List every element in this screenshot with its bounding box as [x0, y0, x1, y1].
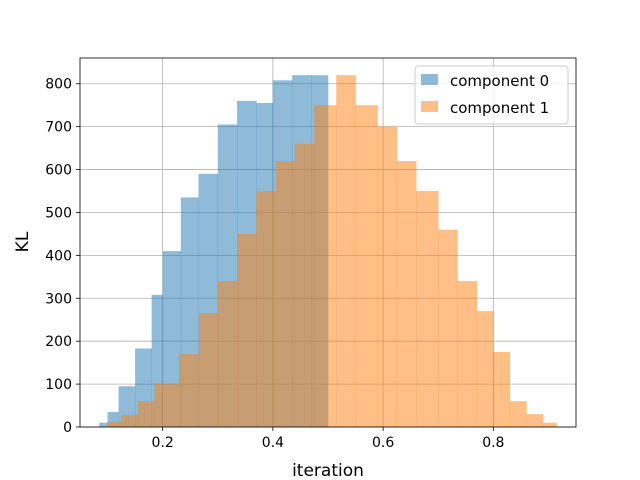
- histogram-bar: [526, 414, 544, 427]
- y-tick-label: 700: [45, 120, 72, 136]
- histogram-bar: [457, 281, 478, 427]
- histogram-bar: [294, 143, 315, 427]
- y-axis-label: KL: [13, 231, 33, 252]
- histogram-bar: [154, 384, 180, 427]
- histogram-bar: [179, 354, 200, 427]
- histogram-bar: [107, 411, 119, 427]
- histogram-bar: [237, 233, 257, 427]
- y-tick-label: 400: [45, 248, 72, 264]
- histogram-bar: [107, 421, 122, 427]
- histogram-bar: [199, 313, 219, 427]
- x-tick-label: 0.4: [262, 435, 284, 451]
- histogram-bar: [314, 105, 337, 427]
- histogram-bar: [121, 414, 139, 427]
- y-tick-label: 100: [45, 377, 72, 393]
- plot-area-frame: [79, 57, 577, 428]
- legend-label-component-1: component 1: [450, 99, 549, 117]
- x-tick-label: 0.8: [482, 435, 504, 451]
- histogram-bar: [396, 160, 417, 427]
- y-tick-label: 500: [45, 205, 72, 221]
- x-axis-label: iteration: [292, 461, 364, 480]
- legend-swatch-component-1: [421, 101, 438, 112]
- legend: component 0 component 1: [414, 65, 569, 125]
- x-tick-label: 0.6: [372, 435, 394, 451]
- histogram-bar: [377, 126, 398, 428]
- histogram-bar: [493, 351, 511, 427]
- legend-label-component-0: component 0: [450, 72, 549, 90]
- histogram-bar: [336, 75, 356, 428]
- histogram-bar: [151, 294, 163, 427]
- histogram-bar: [137, 401, 155, 427]
- histogram-bar: [476, 311, 494, 427]
- histogram-bar: [256, 191, 276, 427]
- histogram-bar: [275, 160, 296, 427]
- histogram-bar: [217, 281, 238, 427]
- histogram-bar: [542, 422, 558, 427]
- y-tick-label: 800: [45, 77, 72, 93]
- y-axis-ticks: 0 100 200 300 400 500 600 700 800: [45, 77, 80, 436]
- x-axis-ticks: 0.2 0.4 0.6 0.8: [152, 427, 504, 451]
- histogram-bar: [438, 229, 458, 427]
- series-component-1-bars: [107, 75, 558, 428]
- histogram-bar: [99, 422, 108, 427]
- histogram-bar: [355, 105, 378, 427]
- y-tick-label: 0: [63, 420, 72, 436]
- y-tick-label: 600: [45, 163, 72, 179]
- legend-frame: [414, 65, 569, 125]
- histogram-bar: [416, 191, 439, 427]
- histogram-bar: [509, 401, 527, 427]
- x-tick-label: 0.2: [152, 435, 174, 451]
- y-tick-label: 300: [45, 291, 72, 307]
- histogram-bar: [162, 251, 182, 427]
- y-tick-label: 200: [45, 334, 72, 350]
- legend-swatch-component-0: [421, 74, 438, 85]
